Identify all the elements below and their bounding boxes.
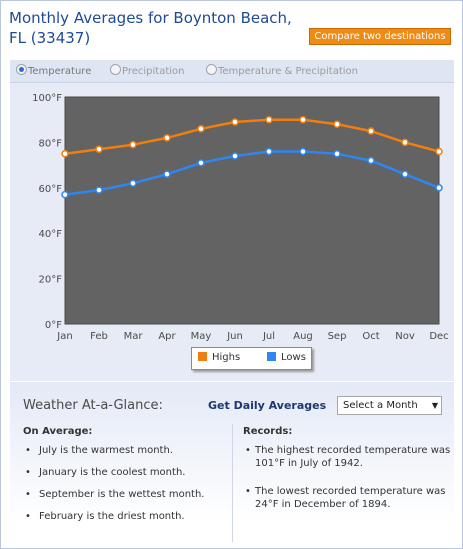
highs-data-point — [61, 150, 69, 158]
x-tick-label: Jun — [226, 331, 243, 342]
y-tick-label: 80°F — [39, 138, 63, 149]
on-average-list: July is the warmest month. January is th… — [23, 444, 223, 532]
legend-highs-label: Highs — [212, 352, 241, 363]
x-tick-label: Jul — [262, 331, 275, 342]
list-item: September is the wettest month. — [23, 488, 223, 510]
compare-destinations-button[interactable]: Compare two destinations — [309, 28, 451, 45]
highs-data-point — [95, 145, 103, 153]
legend-item-highs: Highs — [198, 351, 240, 365]
highs-data-point — [435, 147, 443, 156]
chevron-down-icon: ▼ — [431, 401, 438, 410]
lows-data-point — [231, 152, 239, 160]
tab-temperature-label: Temperature — [28, 66, 92, 77]
x-tick-label: May — [191, 331, 212, 342]
y-tick-label: 20°F — [39, 275, 63, 286]
lows-data-point — [61, 190, 69, 199]
radio-unselected-icon — [206, 64, 217, 75]
on-average-heading: On Average: — [23, 426, 93, 437]
column-divider — [232, 424, 233, 542]
x-tick-label: Dec — [429, 331, 448, 342]
y-tick-label: 60°F — [39, 184, 63, 195]
lows-data-point — [299, 147, 307, 156]
tab-temperature[interactable]: Temperature — [16, 64, 91, 79]
x-tick-label: Oct — [362, 331, 379, 342]
x-tick-label: Nov — [395, 331, 415, 342]
glance-title: Weather At-a-Glance: — [23, 398, 163, 413]
highs-data-point — [129, 140, 137, 149]
chart-tabs: Temperature Precipitation Temperature & … — [10, 60, 454, 83]
x-tick-label: Mar — [124, 331, 144, 342]
highs-data-point — [197, 125, 205, 133]
radio-selected-icon — [16, 64, 27, 75]
x-tick-label: Apr — [158, 331, 176, 342]
tab-precipitation-label: Precipitation — [122, 66, 185, 77]
highs-data-point — [299, 115, 307, 124]
lows-data-point — [333, 150, 341, 158]
y-tick-label: 40°F — [39, 229, 63, 240]
lows-data-point — [197, 159, 205, 167]
chart-panel: 0°F 20°F 40°F 60°F 80°F 100°F Jan Feb Mar Apr May J… — [10, 83, 454, 381]
highs-series-line — [64, 118, 440, 156]
x-tick-label: Aug — [293, 331, 313, 342]
page-title: Monthly Averages for Boynton Beach, FL (… — [9, 9, 292, 47]
tab-temperature-precipitation-label: Temperature & Precipitation — [218, 66, 359, 77]
list-item: The highest recorded temperature was 101… — [243, 444, 453, 470]
weather-at-a-glance: Weather At-a-Glance: Get Daily Averages … — [10, 382, 454, 546]
month-select-value: Select a Month — [343, 400, 418, 411]
lows-data-point — [401, 170, 409, 178]
chart-legend: Highs Lows — [191, 347, 312, 370]
plot-area — [64, 96, 440, 325]
records-list: The highest recorded temperature was 101… — [243, 444, 453, 526]
tab-temperature-precipitation[interactable]: Temperature & Precipitation — [206, 64, 358, 79]
lows-data-point — [435, 184, 443, 192]
legend-item-lows: Lows — [267, 351, 306, 365]
legend-lows-label: Lows — [281, 352, 306, 363]
highs-swatch — [198, 352, 207, 361]
y-tick-label: 0°F — [45, 320, 62, 331]
x-tick-label: Feb — [90, 331, 108, 342]
lows-data-point — [95, 186, 103, 194]
lows-data-point — [265, 147, 273, 156]
highs-data-point — [231, 118, 239, 126]
lows-series-line — [64, 150, 440, 196]
lows-data-point — [163, 170, 171, 178]
list-item: January is the coolest month. — [23, 466, 223, 488]
highs-data-point — [367, 127, 375, 135]
month-select[interactable]: Select a Month ▼ — [337, 396, 442, 415]
highs-data-point — [401, 138, 409, 147]
highs-data-point — [163, 134, 171, 142]
lows-data-point — [367, 156, 375, 165]
list-item: July is the warmest month. — [23, 444, 223, 466]
records-heading: Records: — [243, 426, 293, 437]
lows-data-point — [129, 179, 137, 188]
highs-data-point — [265, 115, 273, 124]
tab-precipitation[interactable]: Precipitation — [110, 64, 185, 79]
radio-unselected-icon — [110, 64, 121, 75]
list-item: The lowest recorded temperature was 24°F… — [243, 485, 453, 511]
daily-averages-label: Get Daily Averages — [208, 399, 327, 412]
x-tick-label: Jan — [56, 331, 72, 342]
lows-swatch — [267, 352, 276, 361]
temperature-chart: 0°F 20°F 40°F 60°F 80°F 100°F Jan Feb Mar Apr May J… — [32, 93, 449, 342]
x-tick-label: Sep — [328, 331, 347, 342]
y-tick-label: 100°F — [32, 93, 62, 104]
highs-data-point — [333, 120, 341, 128]
list-item: February is the driest month. — [23, 510, 223, 532]
